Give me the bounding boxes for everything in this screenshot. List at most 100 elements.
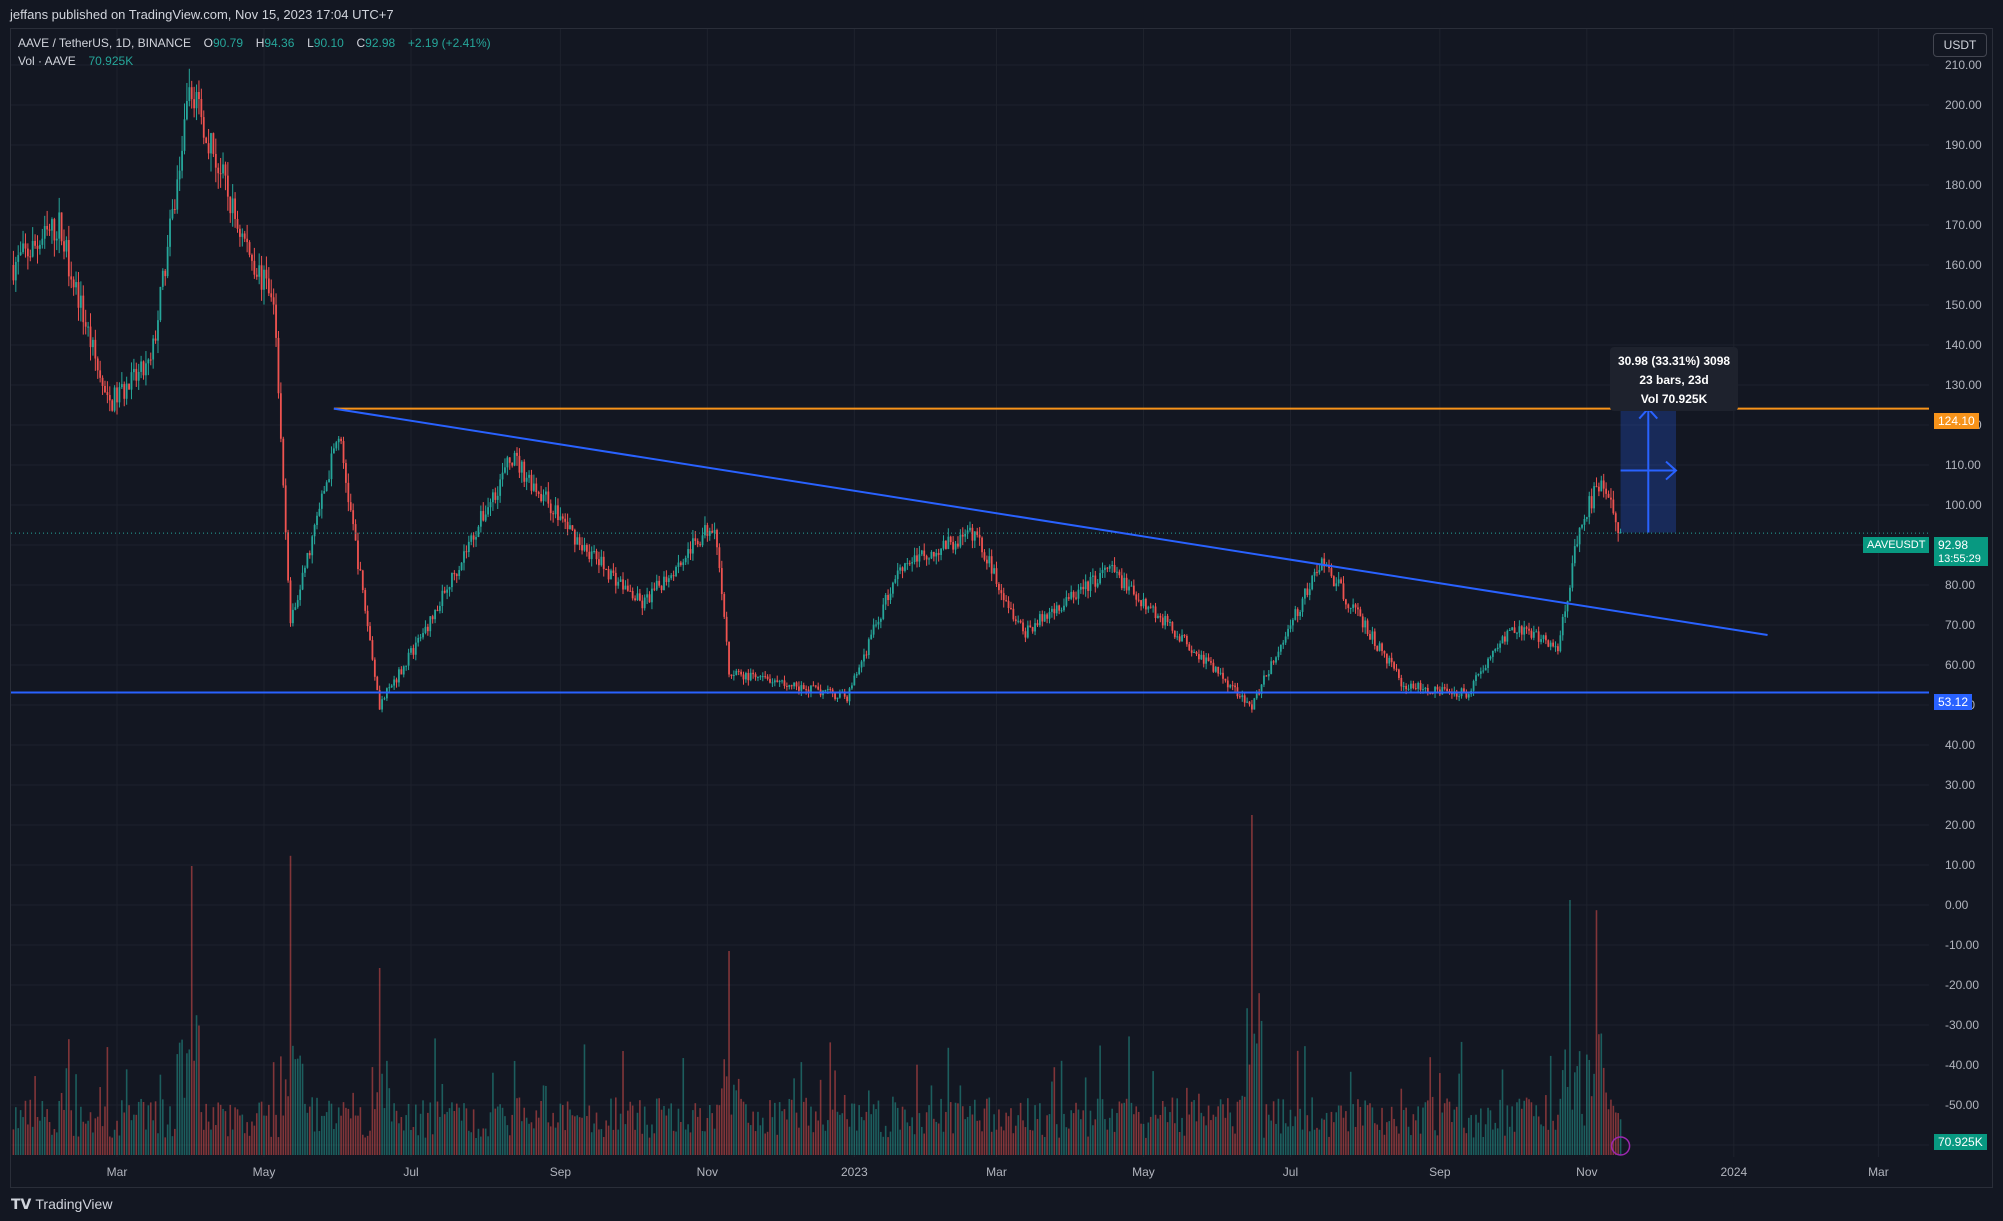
candle-body bbox=[405, 665, 408, 667]
candle-body bbox=[1118, 571, 1121, 576]
volume-bar bbox=[130, 1120, 133, 1155]
candle-body bbox=[1176, 636, 1179, 638]
volume-bar bbox=[1031, 1130, 1034, 1155]
candle-body bbox=[773, 680, 776, 683]
volume-bar bbox=[410, 1130, 412, 1155]
candle-body bbox=[646, 594, 649, 598]
volume-bar bbox=[366, 1135, 369, 1155]
volume-bar bbox=[1434, 1130, 1436, 1155]
candle-body bbox=[1335, 583, 1338, 587]
candle-body bbox=[798, 686, 800, 691]
candle-body bbox=[164, 270, 167, 277]
tradingview-logo[interactable]: TV TradingView bbox=[11, 1196, 112, 1213]
candle-body bbox=[1058, 605, 1061, 611]
volume-bar bbox=[627, 1110, 629, 1155]
volume-bar bbox=[660, 1109, 663, 1155]
volume-bar bbox=[455, 1103, 458, 1155]
volume-bar bbox=[58, 1100, 60, 1155]
volume-bar bbox=[981, 1131, 983, 1155]
volume-bar bbox=[687, 1124, 689, 1155]
volume-bar bbox=[853, 1103, 856, 1155]
volume-bar bbox=[272, 1062, 275, 1155]
volume-bar bbox=[1501, 1069, 1504, 1155]
volume-bar bbox=[993, 1114, 995, 1155]
candle-body bbox=[60, 212, 63, 242]
candle-body bbox=[1113, 565, 1116, 573]
volume-bar bbox=[349, 1118, 352, 1155]
candle-body bbox=[1091, 575, 1094, 577]
candle-body bbox=[1014, 619, 1017, 622]
volume-bar bbox=[1043, 1136, 1046, 1155]
candle-body bbox=[419, 637, 422, 639]
candle-body bbox=[352, 510, 355, 525]
volume-bar bbox=[1067, 1128, 1070, 1155]
volume-bar bbox=[1246, 1008, 1248, 1155]
candle-body bbox=[624, 585, 627, 590]
volume-bar bbox=[1267, 1114, 1270, 1155]
candle-body bbox=[1041, 614, 1044, 622]
volume-bar bbox=[569, 1109, 571, 1155]
volume-bar bbox=[1005, 1112, 1007, 1155]
candle-body bbox=[766, 676, 769, 679]
symbol-name[interactable]: AAVE / TetherUS, 1D, BINANCE bbox=[18, 36, 191, 50]
y-tick-label: -20.00 bbox=[1945, 978, 1979, 992]
candle-body bbox=[1123, 577, 1126, 589]
volume-bar bbox=[754, 1131, 757, 1155]
volume-bar bbox=[752, 1111, 754, 1155]
volume-bar bbox=[918, 1113, 921, 1155]
volume-bar bbox=[749, 1125, 752, 1155]
candle-body bbox=[1270, 661, 1273, 674]
candle-body bbox=[1410, 683, 1412, 689]
volume-bar bbox=[186, 1053, 188, 1155]
candle-body bbox=[94, 339, 97, 359]
candle-body bbox=[537, 492, 540, 494]
volume-bar bbox=[1253, 1033, 1256, 1155]
candle-body bbox=[872, 624, 875, 635]
candle-body bbox=[1222, 672, 1224, 679]
volume-bar bbox=[668, 1108, 670, 1155]
candle-body bbox=[410, 648, 412, 653]
candle-body bbox=[677, 562, 680, 567]
candle-body bbox=[1084, 581, 1087, 590]
volume-bar bbox=[1330, 1111, 1333, 1155]
candle-body bbox=[1226, 680, 1229, 688]
candle-body bbox=[585, 545, 588, 552]
volume-bar bbox=[908, 1126, 911, 1155]
candle-body bbox=[104, 385, 106, 393]
volume-bar bbox=[46, 1109, 48, 1155]
volume-bar bbox=[1480, 1108, 1482, 1155]
candle-body bbox=[275, 304, 277, 338]
candle-body bbox=[1108, 566, 1111, 569]
candle-body bbox=[190, 87, 193, 100]
volume-bar bbox=[1335, 1112, 1338, 1155]
volume-bar bbox=[641, 1133, 644, 1155]
volume-bar bbox=[1029, 1129, 1032, 1155]
price-chart[interactable]: 210.00 200.00 190.00 180.00 170.00 160.00 150.… bbox=[0, 0, 2003, 1188]
volume-bar bbox=[723, 1059, 726, 1155]
candle-body bbox=[1557, 646, 1559, 652]
volume-bar bbox=[1414, 1120, 1417, 1155]
volume-label[interactable]: Vol · AAVE bbox=[18, 54, 76, 68]
volume-bar bbox=[253, 1125, 256, 1155]
volume-bar bbox=[1424, 1102, 1427, 1155]
volume-bar bbox=[1472, 1137, 1475, 1155]
candle-body bbox=[1361, 616, 1364, 628]
volume-bar bbox=[836, 1111, 839, 1155]
currency-button[interactable]: USDT bbox=[1933, 33, 1987, 57]
candle-body bbox=[1434, 686, 1436, 694]
volume-bar bbox=[554, 1127, 557, 1155]
candle-body bbox=[571, 525, 574, 530]
candle-body bbox=[1607, 493, 1610, 498]
volume-bar bbox=[1460, 1041, 1463, 1155]
measure-bars: 23 bars, 23d bbox=[1639, 373, 1709, 387]
volume-bar bbox=[998, 1109, 1000, 1155]
candle-body bbox=[1371, 631, 1374, 640]
candle-body bbox=[381, 699, 383, 710]
volume-bar bbox=[812, 1132, 815, 1155]
volume-bar bbox=[1325, 1112, 1328, 1155]
volume-bar bbox=[774, 1102, 776, 1155]
volume-bar bbox=[800, 1062, 803, 1155]
candle-body bbox=[1513, 627, 1516, 633]
volume-bar bbox=[1364, 1100, 1366, 1155]
y-tick-label: 20.00 bbox=[1945, 818, 1975, 832]
